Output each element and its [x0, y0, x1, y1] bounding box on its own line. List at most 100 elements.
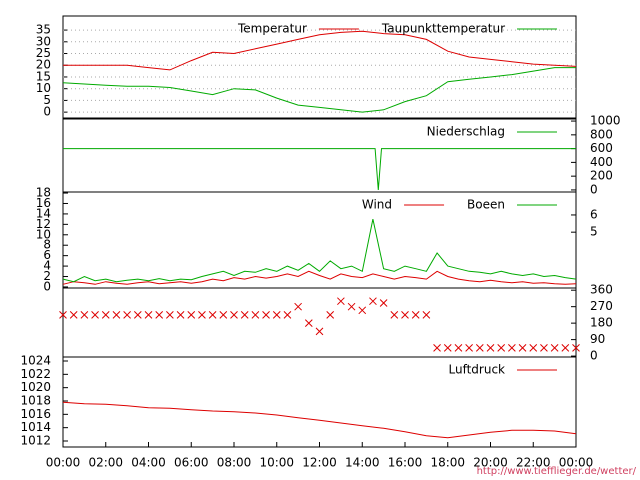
point	[166, 311, 174, 319]
y-tick-label: 0	[43, 279, 51, 293]
point	[540, 343, 548, 352]
point	[358, 306, 367, 315]
point	[123, 311, 131, 319]
point	[347, 302, 356, 311]
y-tick-label: 0	[43, 105, 51, 119]
point	[518, 343, 527, 352]
y-tick-label: 20	[36, 58, 51, 72]
y-tick-label: 2	[43, 269, 51, 283]
y-tick-label: 12	[36, 217, 51, 231]
point	[454, 343, 463, 352]
point	[497, 343, 506, 352]
point	[529, 343, 538, 352]
y-tick-label: 10	[36, 81, 51, 95]
point	[433, 343, 441, 352]
point	[251, 311, 260, 319]
point	[572, 343, 580, 352]
y2-tick-label: 5	[590, 225, 598, 239]
y-tick-label: 1018	[20, 394, 51, 408]
y-tick-label: 600	[590, 141, 613, 155]
y-tick-label: 35	[36, 23, 51, 37]
x-tick-label: 00:00	[559, 456, 594, 470]
legend-label: Temperatur	[237, 22, 307, 36]
point	[508, 343, 516, 352]
x-tick-label: 18:00	[430, 456, 465, 470]
point	[80, 311, 89, 319]
y-tick-label: 6	[43, 248, 51, 262]
series-line	[63, 148, 576, 190]
y-tick-label: 1012	[20, 434, 51, 448]
y-tick-label: 360	[590, 283, 613, 297]
y-tick-label: 0	[590, 182, 598, 196]
point	[272, 311, 281, 319]
point	[379, 299, 388, 307]
series-line	[62, 401, 577, 439]
point	[262, 311, 270, 319]
point	[59, 311, 67, 319]
y-tick-label: 270	[590, 299, 613, 313]
point	[283, 311, 292, 319]
point	[69, 311, 78, 319]
x-tick-label: 08:00	[217, 456, 252, 470]
y-tick-label: 90	[590, 332, 605, 346]
y-tick-label: 1016	[20, 407, 51, 421]
point	[390, 311, 399, 319]
point	[369, 297, 377, 306]
legend-label: Luftdruck	[448, 363, 505, 377]
x-tick-label: 16:00	[388, 456, 423, 470]
x-tick-label: 12:00	[302, 456, 337, 470]
y-tick-label: 1020	[20, 380, 51, 394]
plot-frame	[62, 287, 577, 358]
y-tick-label: 25	[36, 46, 51, 60]
point	[401, 311, 409, 319]
x-tick-label: 06:00	[174, 456, 209, 470]
x-tick-label: 04:00	[131, 456, 166, 470]
legend-label: Taupunkttemperatur	[381, 22, 505, 36]
point	[465, 343, 473, 352]
point	[240, 311, 249, 319]
y-tick-label: 4	[43, 259, 51, 273]
series-line	[62, 218, 577, 283]
point	[230, 311, 238, 319]
x-tick-label: 14:00	[345, 456, 380, 470]
y-tick-label: 10	[36, 227, 51, 241]
point	[144, 311, 153, 319]
x-tick-label: 10:00	[259, 456, 294, 470]
y-tick-label: 14	[36, 206, 51, 220]
legend-label: Wind	[362, 198, 392, 212]
plot-frame	[62, 15, 577, 119]
point	[422, 311, 431, 319]
point	[337, 297, 345, 306]
series-line	[62, 270, 577, 285]
point	[187, 311, 196, 319]
footer-link: http://www.tiefflieger.de/wetter/	[477, 466, 637, 477]
point	[411, 311, 420, 319]
point	[475, 343, 484, 352]
point	[198, 311, 206, 319]
point	[101, 311, 110, 319]
point	[91, 311, 99, 319]
y-tick-label: 15	[36, 69, 51, 83]
point	[112, 311, 121, 319]
y-tick-label: 1024	[20, 354, 51, 368]
point	[304, 319, 313, 327]
legend-label: Boeen	[467, 198, 505, 212]
point	[155, 311, 164, 319]
point	[326, 311, 335, 319]
legend-label: Niederschlag	[427, 125, 505, 139]
point	[133, 311, 142, 319]
y-tick-label: 1014	[20, 420, 51, 434]
y-tick-label: 30	[36, 34, 51, 48]
point	[443, 343, 452, 352]
y-tick-label: 18	[36, 186, 51, 200]
y-tick-label: 1000	[590, 114, 621, 128]
point	[208, 311, 217, 319]
y-tick-label: 5	[43, 93, 51, 107]
y-tick-label: 180	[590, 316, 613, 330]
y-tick-label: 16	[36, 196, 51, 210]
y-tick-label: 0	[590, 349, 598, 363]
point	[561, 343, 570, 352]
x-tick-label: 02:00	[88, 456, 123, 470]
y-tick-label: 200	[590, 169, 613, 183]
